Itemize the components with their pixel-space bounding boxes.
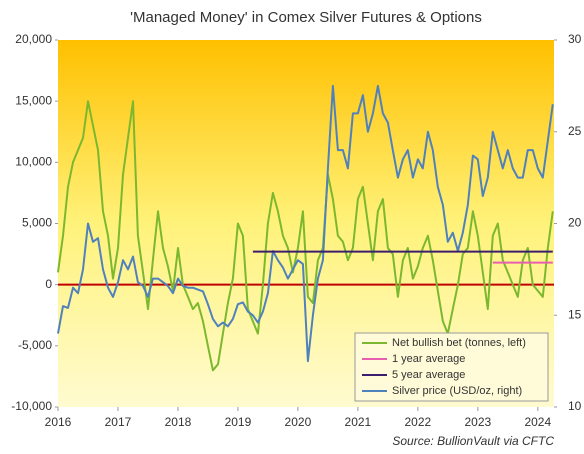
x-tick-label: 2022 — [405, 415, 432, 429]
y2-tick-label: 20 — [568, 216, 582, 230]
source: Source: BullionVault via CFTC — [392, 434, 554, 448]
series-line — [57, 84, 554, 363]
y-tick-label: 20,000 — [15, 32, 52, 46]
y2-tick-label: 25 — [568, 124, 582, 138]
x-tick-label: 2019 — [225, 415, 252, 429]
legend-label: 5 year average — [392, 369, 465, 381]
x-tick-label: 2016 — [45, 415, 72, 429]
chart-title: 'Managed Money' in Comex Silver Futures … — [130, 9, 482, 26]
legend-label: Silver price (USD/oz, right) — [392, 385, 522, 397]
y2-tick-label: 30 — [568, 32, 582, 46]
x-tick-label: 2017 — [105, 415, 132, 429]
legend-box — [354, 332, 549, 402]
x-tick-label: 2023 — [464, 415, 491, 429]
y-tick-label: 15,000 — [15, 93, 52, 107]
series-line — [57, 100, 554, 372]
y-tick-label: -10,000 — [11, 399, 52, 413]
y-tick-label: -5,000 — [18, 338, 52, 352]
y-tick-label: 10,000 — [15, 155, 52, 169]
x-tick-label: 2020 — [285, 415, 312, 429]
x-tick-label: 2021 — [345, 415, 372, 429]
x-tick-label: 2024 — [524, 415, 551, 429]
y2-tick-label: 10 — [568, 399, 582, 413]
x-tick-label: 2018 — [165, 415, 192, 429]
y2-tick-label: 15 — [568, 307, 582, 321]
legend-label: 1 year average — [392, 353, 465, 365]
y-tick-label: 0 — [45, 277, 52, 291]
y-tick-label: 5,000 — [22, 216, 52, 230]
legend-label: Net bullish bet (tonnes, left) — [392, 337, 526, 349]
